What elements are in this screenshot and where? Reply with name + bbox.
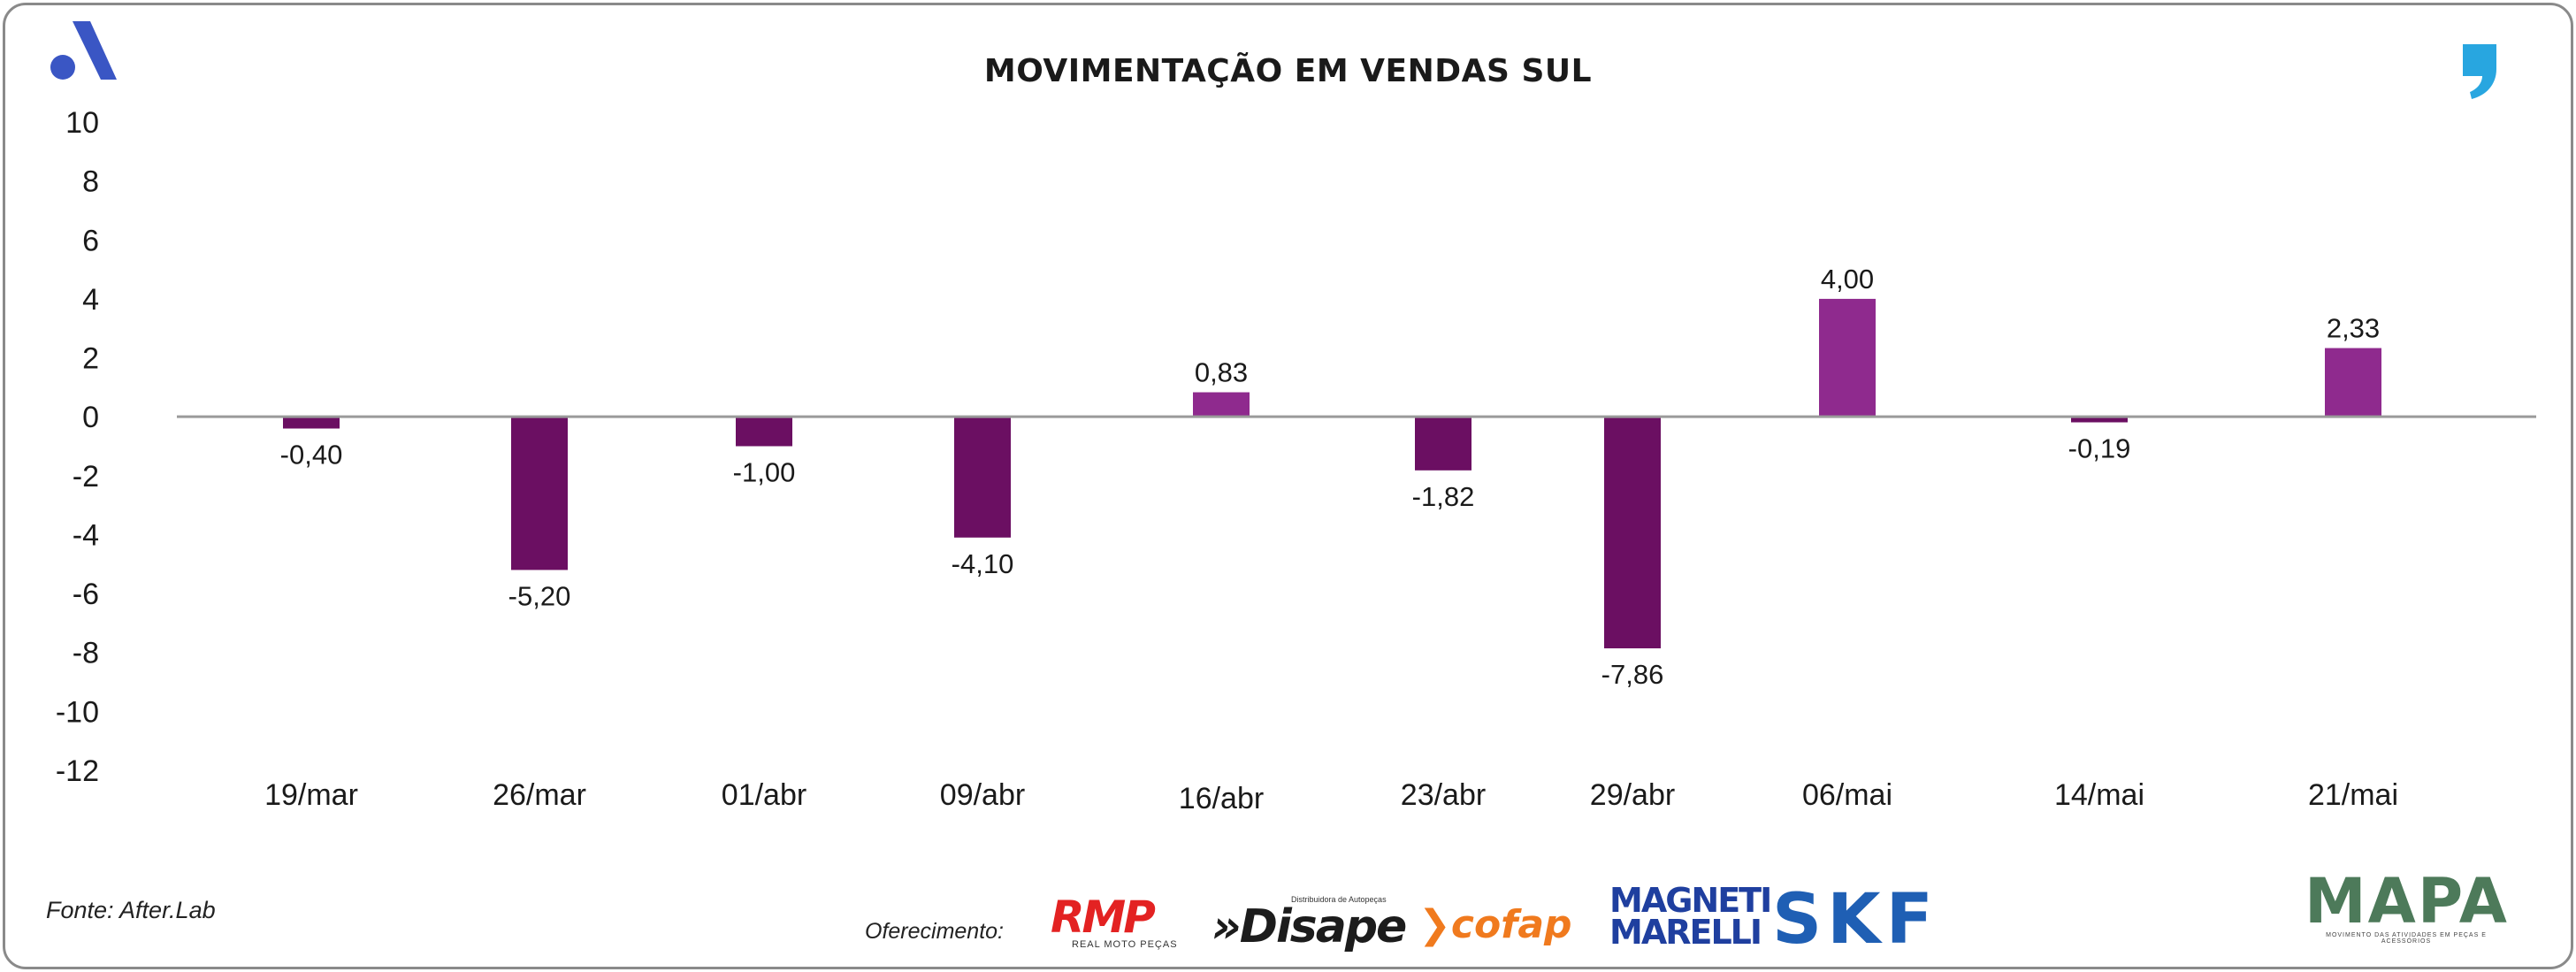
- x-tick-label: 23/abr: [1401, 778, 1486, 812]
- y-tick-label: -12: [56, 754, 99, 788]
- data-label: -0,40: [280, 440, 343, 471]
- chart-title: MOVIMENTAÇÃO EM VENDAS SUL: [983, 53, 1593, 89]
- bar: [2325, 348, 2381, 417]
- mapa-logo: MAPA MOVIMENTO DAS ATIVIDADES EM PEÇAS E…: [2305, 870, 2508, 950]
- chart-frame: [3, 3, 2573, 969]
- data-label: -4,10: [952, 548, 1014, 579]
- x-tick-label: 19/mar: [264, 778, 358, 812]
- sponsors-label: Oferecimento:: [865, 919, 1005, 944]
- data-label: -1,00: [733, 457, 796, 488]
- x-tick-label: 26/mar: [493, 778, 586, 812]
- bar: [1819, 298, 1876, 417]
- x-tick-label: 06/mai: [1802, 778, 1892, 812]
- data-label: 0,83: [1195, 357, 1248, 388]
- bar: [954, 417, 1011, 538]
- y-tick-label: 2: [82, 342, 99, 376]
- mapa-logo-subtext: MOVIMENTO DAS ATIVIDADES EM PEÇAS E ACES…: [2326, 932, 2487, 945]
- x-tick-label: 29/abr: [1590, 778, 1675, 812]
- bar: [511, 417, 568, 570]
- x-tick-label: 21/mai: [2308, 778, 2398, 812]
- x-tick-label: 09/abr: [940, 778, 1025, 812]
- rmp-logo-subtext: REAL MOTO PEÇAS: [1072, 939, 1178, 950]
- y-tick-label: -8: [73, 637, 99, 670]
- bar: [2071, 417, 2128, 423]
- data-label: -7,86: [1601, 659, 1664, 690]
- rmp-logo-text: RMP: [1051, 892, 1156, 943]
- quote-mark-icon: [2463, 44, 2496, 99]
- disape-logo-text: »Disape: [1212, 900, 1407, 953]
- y-tick-label: -2: [73, 460, 99, 494]
- magneti-marelli-logo: MAGNETI MARELLI: [1609, 881, 1772, 952]
- rmp-logo: RMP REAL MOTO PEÇAS: [1051, 895, 1189, 953]
- disape-logo: Distribuidora de Autopeças »Disape: [1212, 895, 1407, 953]
- data-label: 4,00: [1821, 264, 1874, 295]
- bar: [283, 417, 340, 429]
- y-tick-label: 8: [82, 165, 99, 199]
- disape-logo-subtext: Distribuidora de Autopeças: [1291, 895, 1387, 904]
- source-note: Fonte: After.Lab: [46, 897, 216, 923]
- y-tick-label: 10: [65, 106, 99, 140]
- bar: [1193, 392, 1250, 417]
- y-tick-label: 6: [82, 224, 99, 257]
- bar: [1604, 417, 1661, 649]
- y-tick-label: -4: [73, 518, 99, 552]
- x-tick-label: 16/abr: [1179, 782, 1264, 815]
- data-label: -0,19: [2068, 433, 2131, 464]
- bar: [736, 417, 792, 447]
- y-tick-label: -10: [56, 695, 99, 729]
- data-label: 2,33: [2327, 313, 2380, 344]
- y-tick-label: 4: [82, 283, 99, 317]
- mapa-logo-text: MAPA: [2305, 865, 2509, 938]
- brand-a-icon: [50, 21, 117, 80]
- cofap-logo: ❯cofap: [1418, 900, 1595, 950]
- bar: [1415, 417, 1471, 471]
- cofap-logo-text: cofap: [1450, 902, 1572, 947]
- y-tick-label: 0: [82, 401, 99, 434]
- skf-logo: SKF: [1772, 880, 1938, 960]
- y-tick-label: -6: [73, 578, 99, 611]
- x-tick-label: 01/abr: [722, 778, 806, 812]
- data-label: -1,82: [1412, 481, 1475, 512]
- cofap-chevron-icon: ❯: [1418, 902, 1451, 947]
- x-tick-label: 14/mai: [2054, 778, 2144, 812]
- data-label: -5,20: [508, 580, 571, 611]
